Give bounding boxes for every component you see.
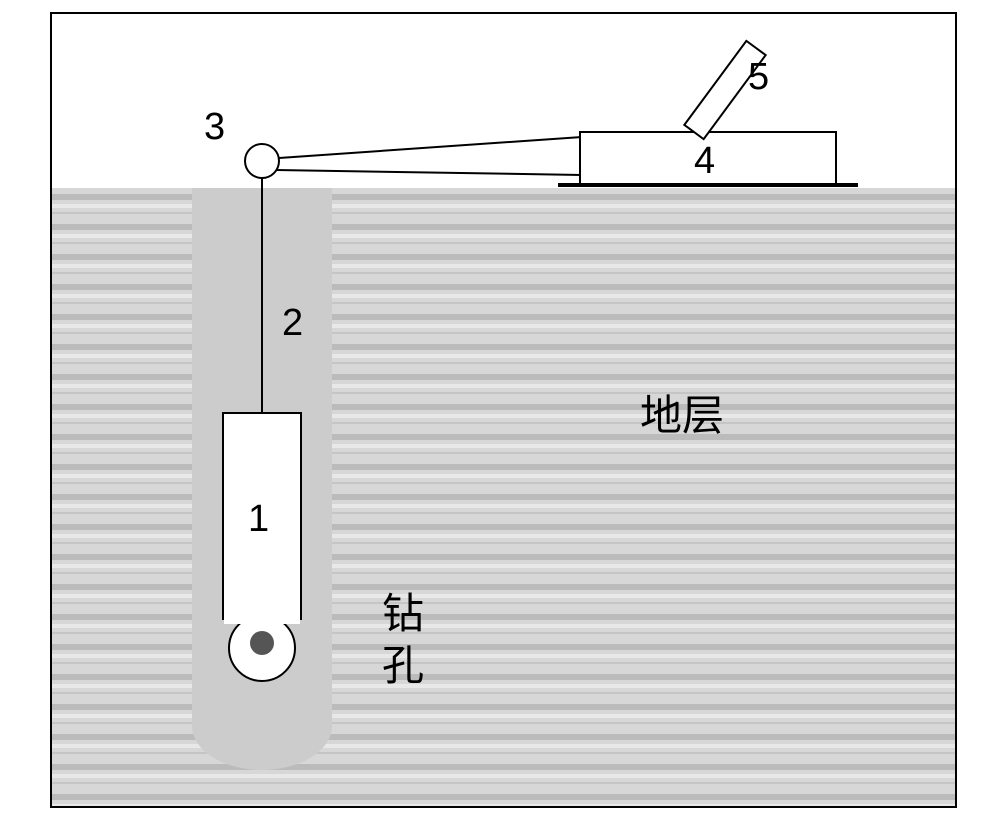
pulley bbox=[245, 144, 279, 178]
label-3: 3 bbox=[204, 106, 225, 149]
arm-lower bbox=[276, 170, 582, 175]
label-strata: 地层 bbox=[640, 382, 724, 443]
rig-foot bbox=[558, 183, 858, 187]
label-4: 4 bbox=[694, 140, 715, 183]
diagram-canvas: 3 5 4 2 1 地层 钻 孔 bbox=[0, 0, 1000, 822]
label-borehole-2: 孔 bbox=[382, 632, 424, 693]
label-2: 2 bbox=[282, 302, 303, 345]
line-overlay bbox=[0, 0, 1000, 822]
arm-upper bbox=[279, 137, 582, 158]
label-1: 1 bbox=[248, 498, 269, 541]
label-5: 5 bbox=[748, 56, 769, 99]
